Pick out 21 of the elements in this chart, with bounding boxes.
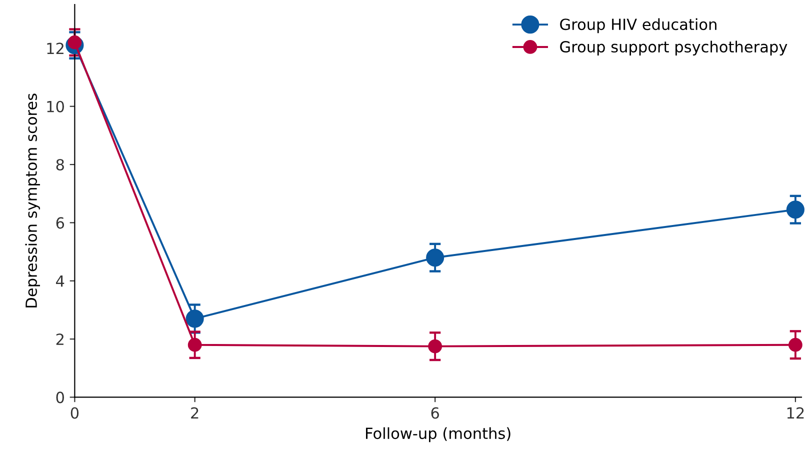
point [186,310,204,328]
x-tick-label: 2 [191,407,198,419]
point [426,248,444,267]
legend-label: Group support psychotherapy [560,40,788,56]
y-tick-label: 4 [56,276,64,287]
y-tick-label: 8 [56,158,64,171]
x-tick-label: 12 [787,407,804,419]
x-tick-label: 6 [431,407,439,419]
y-axis-title: Depression symptom scores [25,94,40,308]
y-tick-label: 6 [56,217,64,229]
y-tick-label: 12 [47,42,64,54]
point [788,338,802,352]
point [428,339,442,354]
point [188,338,202,352]
point [786,200,804,219]
legend-label: Group HIV education [560,18,716,34]
x-tick-label: 0 [70,407,79,419]
y-tick-label: 2 [56,334,64,345]
y-tick-label: 0 [56,392,64,404]
x-axis-title: Follow-up (months) [366,427,510,442]
y-tick-label: 10 [47,100,64,112]
